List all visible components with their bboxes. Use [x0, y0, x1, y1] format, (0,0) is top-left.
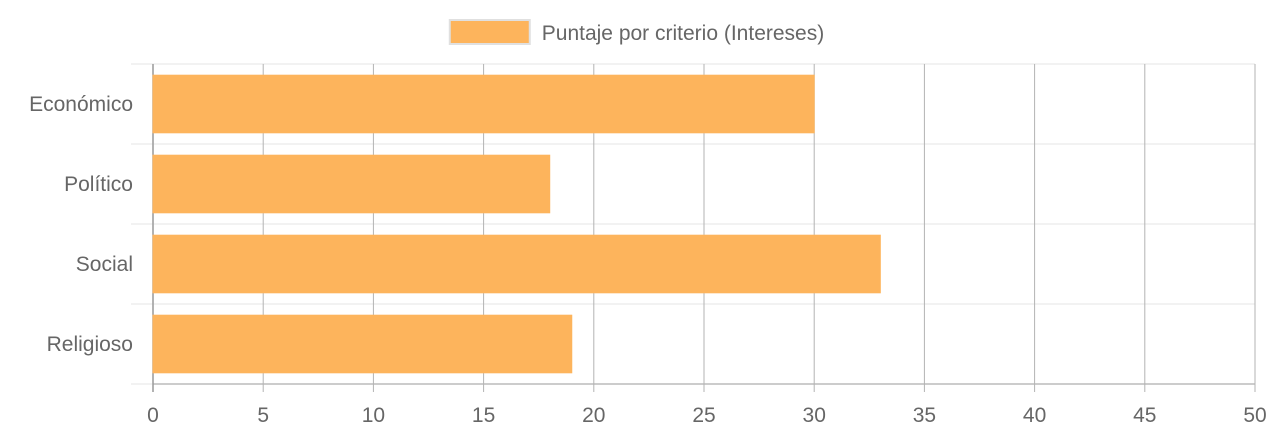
x-tick-label: 10 — [362, 404, 385, 427]
x-tick-label: 45 — [1133, 404, 1156, 427]
bar-social[interactable] — [152, 234, 881, 294]
x-tick-label: 30 — [803, 404, 826, 427]
bar-económico[interactable] — [152, 74, 815, 134]
y-tick-label: Religioso — [47, 333, 133, 356]
y-tick-label: Económico — [29, 93, 133, 116]
legend-label[interactable]: Puntaje por criterio (Intereses) — [542, 22, 824, 45]
bars-layer — [152, 74, 881, 374]
y-tick-label: Social — [76, 253, 133, 276]
x-tick-label: 5 — [257, 404, 269, 427]
x-tick-label: 50 — [1243, 404, 1266, 427]
bar-político[interactable] — [152, 154, 551, 214]
y-tick-label: Político — [64, 173, 133, 196]
bar-religioso[interactable] — [152, 314, 573, 374]
legend[interactable]: Puntaje por criterio (Intereses) — [448, 19, 824, 45]
x-tick-label: 0 — [147, 404, 159, 427]
x-tick-label: 15 — [472, 404, 495, 427]
x-tick-label: 20 — [582, 404, 605, 427]
legend-swatch[interactable] — [448, 19, 531, 45]
axis-layer: 0 5 10 15 20 25 30 35 40 45 50 Económico Político Soc… — [29, 93, 1267, 427]
x-tick-label: 35 — [913, 404, 936, 427]
x-tick-label: 25 — [692, 404, 715, 427]
x-tick-label: 40 — [1023, 404, 1046, 427]
